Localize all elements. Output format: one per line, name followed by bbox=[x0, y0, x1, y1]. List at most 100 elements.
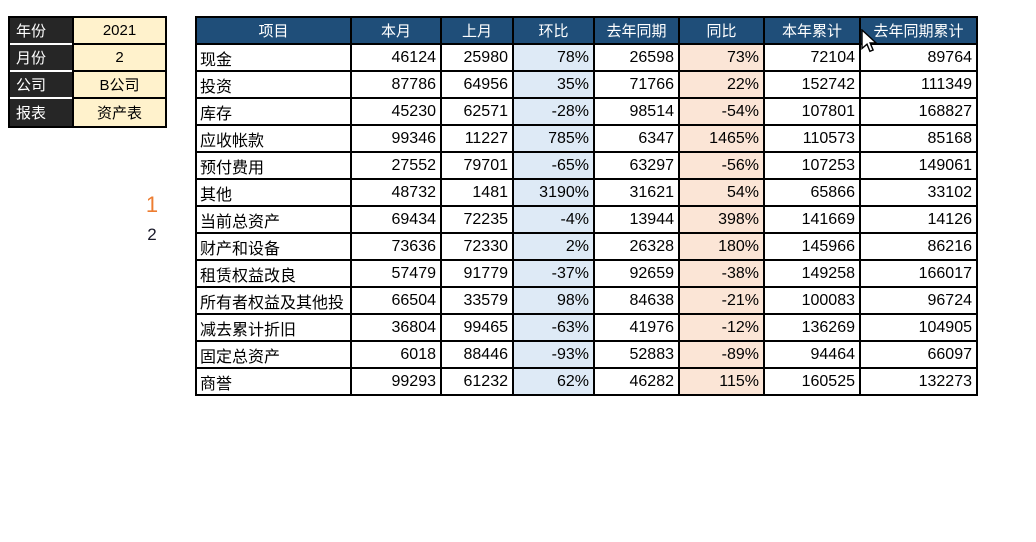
value-cell[interactable]: 99465 bbox=[440, 313, 514, 342]
value-cell[interactable]: 3190% bbox=[512, 178, 595, 207]
value-cell[interactable]: 14126 bbox=[859, 205, 978, 234]
parameter-value-cell[interactable]: 2 bbox=[72, 45, 165, 72]
value-cell[interactable]: 69434 bbox=[350, 205, 442, 234]
value-cell[interactable]: 64956 bbox=[440, 70, 514, 99]
value-cell[interactable]: 160525 bbox=[763, 367, 861, 396]
value-cell[interactable]: 63297 bbox=[593, 151, 680, 180]
value-cell[interactable]: 100083 bbox=[763, 286, 861, 315]
parameter-value-cell[interactable]: B公司 bbox=[72, 72, 165, 99]
value-cell[interactable]: 62571 bbox=[440, 97, 514, 126]
value-cell[interactable]: -38% bbox=[678, 259, 765, 288]
value-cell[interactable]: -37% bbox=[512, 259, 595, 288]
value-cell[interactable]: 136269 bbox=[763, 313, 861, 342]
item-cell[interactable]: 应收帐款 bbox=[195, 124, 352, 153]
value-cell[interactable]: -56% bbox=[678, 151, 765, 180]
value-cell[interactable]: 785% bbox=[512, 124, 595, 153]
value-cell[interactable]: 115% bbox=[678, 367, 765, 396]
value-cell[interactable]: 88446 bbox=[440, 340, 514, 369]
value-cell[interactable]: 66504 bbox=[350, 286, 442, 315]
column-header[interactable]: 同比 bbox=[678, 16, 765, 45]
value-cell[interactable]: -28% bbox=[512, 97, 595, 126]
value-cell[interactable]: 48732 bbox=[350, 178, 442, 207]
value-cell[interactable]: 1465% bbox=[678, 124, 765, 153]
value-cell[interactable]: 91779 bbox=[440, 259, 514, 288]
value-cell[interactable]: 6347 bbox=[593, 124, 680, 153]
value-cell[interactable]: 107253 bbox=[763, 151, 861, 180]
value-cell[interactable]: 132273 bbox=[859, 367, 978, 396]
item-cell[interactable]: 租赁权益改良 bbox=[195, 259, 352, 288]
value-cell[interactable]: 11227 bbox=[440, 124, 514, 153]
value-cell[interactable]: 85168 bbox=[859, 124, 978, 153]
value-cell[interactable]: 98% bbox=[512, 286, 595, 315]
parameter-value-cell[interactable]: 资产表 bbox=[72, 99, 165, 126]
value-cell[interactable]: -65% bbox=[512, 151, 595, 180]
value-cell[interactable]: 31621 bbox=[593, 178, 680, 207]
value-cell[interactable]: -4% bbox=[512, 205, 595, 234]
item-cell[interactable]: 其他 bbox=[195, 178, 352, 207]
value-cell[interactable]: 79701 bbox=[440, 151, 514, 180]
value-cell[interactable]: 73% bbox=[678, 43, 765, 72]
value-cell[interactable]: 72235 bbox=[440, 205, 514, 234]
value-cell[interactable]: 168827 bbox=[859, 97, 978, 126]
value-cell[interactable]: 66097 bbox=[859, 340, 978, 369]
value-cell[interactable]: 62% bbox=[512, 367, 595, 396]
value-cell[interactable]: 107801 bbox=[763, 97, 861, 126]
value-cell[interactable]: 71766 bbox=[593, 70, 680, 99]
value-cell[interactable]: 6018 bbox=[350, 340, 442, 369]
item-cell[interactable]: 当前总资产 bbox=[195, 205, 352, 234]
value-cell[interactable]: 99293 bbox=[350, 367, 442, 396]
value-cell[interactable]: 180% bbox=[678, 232, 765, 261]
parameter-value-cell[interactable]: 2021 bbox=[72, 18, 165, 45]
item-cell[interactable]: 固定总资产 bbox=[195, 340, 352, 369]
item-cell[interactable]: 库存 bbox=[195, 97, 352, 126]
value-cell[interactable]: 89764 bbox=[859, 43, 978, 72]
column-header[interactable]: 项目 bbox=[195, 16, 352, 45]
value-cell[interactable]: 111349 bbox=[859, 70, 978, 99]
value-cell[interactable]: 22% bbox=[678, 70, 765, 99]
value-cell[interactable]: 98514 bbox=[593, 97, 680, 126]
column-header[interactable]: 上月 bbox=[440, 16, 514, 45]
page-indicator-2[interactable]: 2 bbox=[147, 225, 157, 244]
value-cell[interactable]: 27552 bbox=[350, 151, 442, 180]
value-cell[interactable]: -54% bbox=[678, 97, 765, 126]
item-cell[interactable]: 现金 bbox=[195, 43, 352, 72]
value-cell[interactable]: 152742 bbox=[763, 70, 861, 99]
value-cell[interactable]: 398% bbox=[678, 205, 765, 234]
value-cell[interactable]: -93% bbox=[512, 340, 595, 369]
value-cell[interactable]: 145966 bbox=[763, 232, 861, 261]
value-cell[interactable]: 26328 bbox=[593, 232, 680, 261]
value-cell[interactable]: 72330 bbox=[440, 232, 514, 261]
column-header[interactable]: 去年同期累计 bbox=[859, 16, 978, 45]
value-cell[interactable]: 57479 bbox=[350, 259, 442, 288]
value-cell[interactable]: -21% bbox=[678, 286, 765, 315]
item-cell[interactable]: 财产和设备 bbox=[195, 232, 352, 261]
value-cell[interactable]: 92659 bbox=[593, 259, 680, 288]
value-cell[interactable]: 13944 bbox=[593, 205, 680, 234]
column-header[interactable]: 环比 bbox=[512, 16, 595, 45]
page-indicator-1[interactable]: 1 bbox=[145, 192, 159, 217]
value-cell[interactable]: 149258 bbox=[763, 259, 861, 288]
value-cell[interactable]: 166017 bbox=[859, 259, 978, 288]
value-cell[interactable]: 141669 bbox=[763, 205, 861, 234]
value-cell[interactable]: 41976 bbox=[593, 313, 680, 342]
value-cell[interactable]: 54% bbox=[678, 178, 765, 207]
item-cell[interactable]: 预付费用 bbox=[195, 151, 352, 180]
value-cell[interactable]: 46282 bbox=[593, 367, 680, 396]
value-cell[interactable]: 84638 bbox=[593, 286, 680, 315]
value-cell[interactable]: 65866 bbox=[763, 178, 861, 207]
item-cell[interactable]: 商誉 bbox=[195, 367, 352, 396]
value-cell[interactable]: 35% bbox=[512, 70, 595, 99]
value-cell[interactable]: 36804 bbox=[350, 313, 442, 342]
value-cell[interactable]: 149061 bbox=[859, 151, 978, 180]
column-header[interactable]: 本月 bbox=[350, 16, 442, 45]
item-cell[interactable]: 所有者权益及其他投 bbox=[195, 286, 352, 315]
value-cell[interactable]: 104905 bbox=[859, 313, 978, 342]
value-cell[interactable]: 99346 bbox=[350, 124, 442, 153]
value-cell[interactable]: -63% bbox=[512, 313, 595, 342]
value-cell[interactable]: 46124 bbox=[350, 43, 442, 72]
value-cell[interactable]: 110573 bbox=[763, 124, 861, 153]
value-cell[interactable]: 61232 bbox=[440, 367, 514, 396]
value-cell[interactable]: 96724 bbox=[859, 286, 978, 315]
value-cell[interactable]: 2% bbox=[512, 232, 595, 261]
value-cell[interactable]: 94464 bbox=[763, 340, 861, 369]
